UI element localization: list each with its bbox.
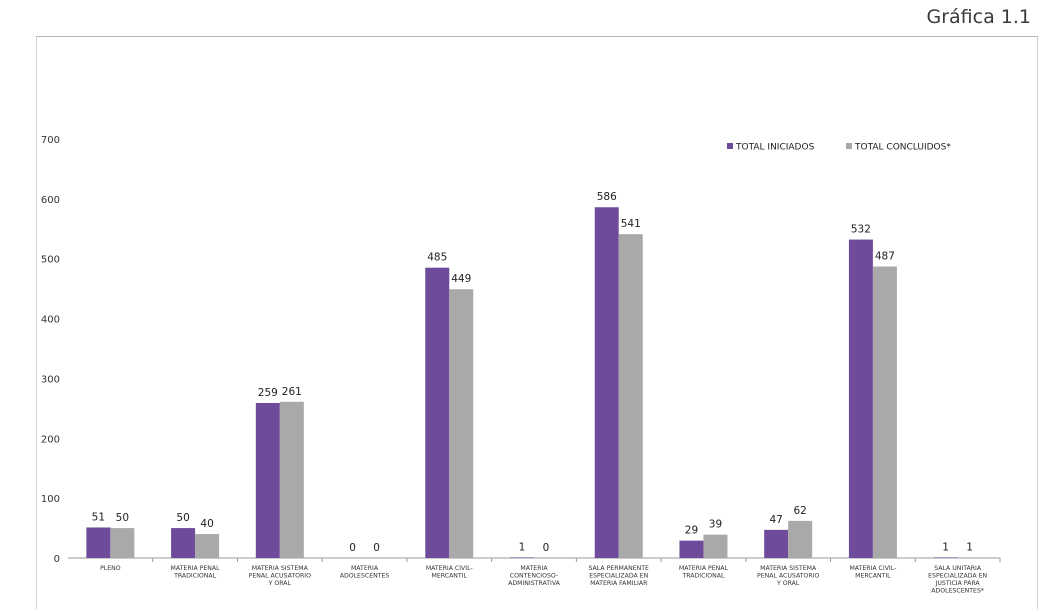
legend-swatch-concluidos [846,143,852,149]
bar-iniciados [764,529,789,558]
data-label: 1 [942,541,949,553]
data-label: 0 [373,542,380,554]
x-tick-label: JUSTICIA PARA [935,580,981,587]
data-label: 487 [875,250,895,262]
data-label: 1 [966,541,973,553]
data-label: 259 [258,387,278,399]
x-tick-label: SALA PERMANENTE [589,565,650,572]
bar-iniciados [425,267,450,558]
y-tick-label: 200 [41,434,60,445]
x-tick-label: MATERIA PENAL [679,565,729,572]
y-tick-label: 400 [41,315,60,326]
y-tick-label: 300 [41,374,60,385]
bar-concluidos [957,557,982,558]
y-tick-label: 0 [54,554,60,565]
data-label: 261 [282,386,302,398]
data-label: 586 [597,191,617,203]
x-tick-label: ESPECIALIZADA EN [928,573,987,580]
bar-iniciados [848,239,873,558]
x-tick-label: MATERIA [351,565,379,572]
data-label: 51 [92,511,105,523]
bar-iniciados [255,402,280,558]
data-label: 50 [176,512,189,524]
data-label: 39 [709,519,722,531]
bar-iniciados [171,528,196,558]
data-label: 0 [349,542,356,554]
data-label: 0 [543,542,550,554]
x-tick-label: MATERIA CIVIL- [426,565,473,572]
bar-iniciados [679,540,704,558]
x-tick-label: MERCANTIL [855,573,891,580]
data-label: 40 [200,518,213,530]
bar-iniciados [86,527,111,558]
x-tick-label: MATERIA FAMILIAR [590,580,648,587]
x-tick-label: SALA UNITARIA [934,565,982,572]
x-tick-label: MATERIA SISTEMA [252,565,309,572]
x-tick-label: ESPECIALIZADA EN [589,573,648,580]
x-tick-label: MATERIA CIVIL- [849,565,896,572]
y-tick-label: 500 [41,255,60,266]
x-tick-label: Y ORAL [268,580,292,587]
data-label: 47 [769,514,782,526]
chart-frame [36,36,1038,609]
bar-concluidos [703,534,728,558]
data-label: 62 [793,505,806,517]
x-tick-label: TRADICIONAL [173,573,217,580]
legend-label-concluidos: TOTAL CONCLUIDOS* [854,143,951,153]
x-tick-label: ADOLESCENTES* [931,588,984,595]
figure-label: Gráfica 1.1 [926,6,1032,28]
bar-concluidos [788,520,813,558]
x-tick-label: PENAL ACUSATORIO [757,573,819,580]
data-label: 541 [621,218,641,230]
data-label: 1 [519,541,526,553]
x-tick-label: MATERIA PENAL [171,565,221,572]
bar-iniciados [510,557,534,558]
x-tick-label: MERCANTIL [432,573,468,580]
x-tick-label: PENAL ACUSATORIO [249,573,311,580]
x-tick-label: ADMINISTRATIVA [508,580,561,587]
data-label: 485 [427,252,447,264]
x-tick-label: MATERIA SISTEMA [760,565,817,572]
data-label: 29 [685,525,698,537]
bar-concluidos [449,289,474,558]
bar-concluidos [110,528,135,558]
x-tick-label: ADOLESCENTES [340,573,390,580]
data-label: 532 [851,224,871,236]
x-tick-label: Y ORAL [776,580,800,587]
y-tick-label: 100 [41,494,60,505]
bar-iniciados [933,557,958,558]
data-label: 449 [451,273,471,285]
x-tick-label: PLENO [100,565,121,572]
bar-concluidos [618,234,643,558]
legend-label-iniciados: TOTAL INICIADOS [735,143,815,153]
y-tick-label: 600 [41,195,60,206]
x-tick-label: CONTENCIOSO- [510,573,558,580]
bar-concluidos [872,266,897,558]
x-tick-label: TRADICIONAL [681,573,725,580]
bar-concluidos [195,534,220,558]
x-tick-label: MATERIA [520,565,548,572]
bar-iniciados [594,207,619,559]
y-tick-label: 700 [41,135,60,146]
data-label: 50 [116,512,129,524]
bar-concluidos [279,401,304,558]
legend-swatch-iniciados [727,143,733,149]
